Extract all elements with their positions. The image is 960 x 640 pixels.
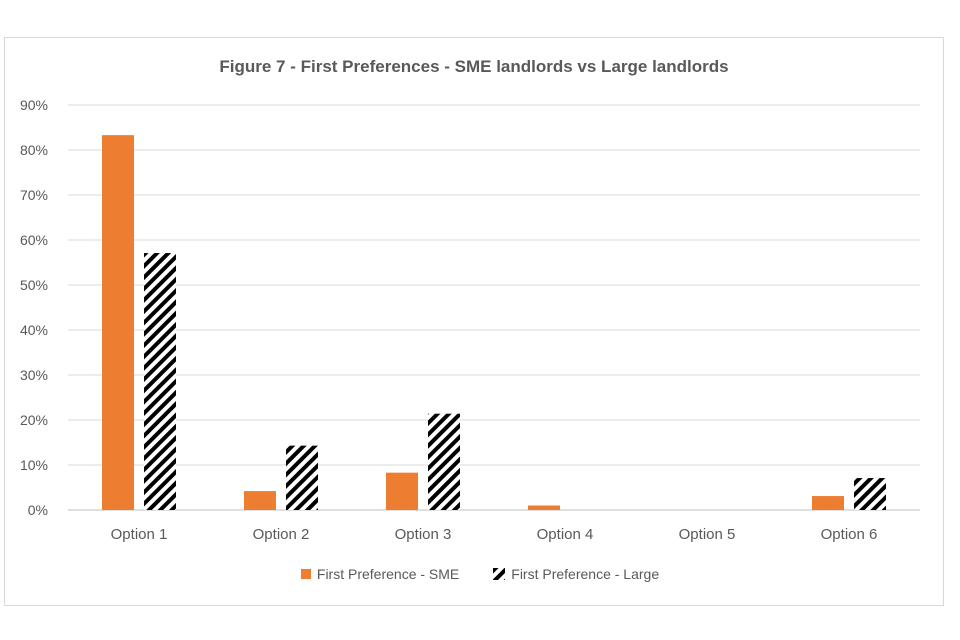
x-tick-label: Option 4 (537, 526, 594, 543)
bar-large (144, 253, 176, 511)
legend-label-large: First Preference - Large (511, 566, 660, 582)
x-tick-label: Option 3 (395, 526, 452, 543)
y-tick-label: 50% (20, 277, 48, 293)
y-tick-label: 10% (20, 457, 48, 473)
y-tick-label: 30% (20, 367, 48, 383)
x-tick-label: Option 1 (111, 526, 168, 543)
chart-title: Figure 7 - First Preferences - SME landl… (219, 57, 729, 76)
bar-sme (812, 496, 844, 510)
chart-legend: First Preference - SME First Preference … (0, 566, 960, 582)
x-tick-label: Option 2 (253, 526, 310, 543)
y-tick-label: 40% (20, 322, 48, 338)
y-tick-label: 0% (28, 502, 48, 518)
x-tick-label: Option 6 (821, 526, 878, 543)
bar-sme (386, 472, 418, 510)
legend-item-large: First Preference - Large (493, 566, 659, 582)
y-tick-label: 20% (20, 412, 48, 428)
x-tick-label: Option 5 (679, 526, 736, 543)
bar-sme (244, 491, 276, 510)
bar-large (286, 445, 318, 510)
legend-swatch-large (493, 568, 506, 580)
bar-sme (102, 135, 134, 510)
y-tick-label: 90% (20, 97, 48, 113)
legend-label-sme: First Preference - SME (316, 566, 460, 582)
legend-item-sme: First Preference - SME (300, 566, 460, 582)
bar-sme (528, 505, 560, 510)
y-tick-label: 70% (20, 187, 48, 203)
y-tick-label: 60% (20, 232, 48, 248)
bar-large (428, 413, 460, 510)
legend-swatch-sme (300, 569, 311, 579)
y-tick-label: 80% (20, 142, 48, 158)
bar-large (854, 478, 886, 510)
